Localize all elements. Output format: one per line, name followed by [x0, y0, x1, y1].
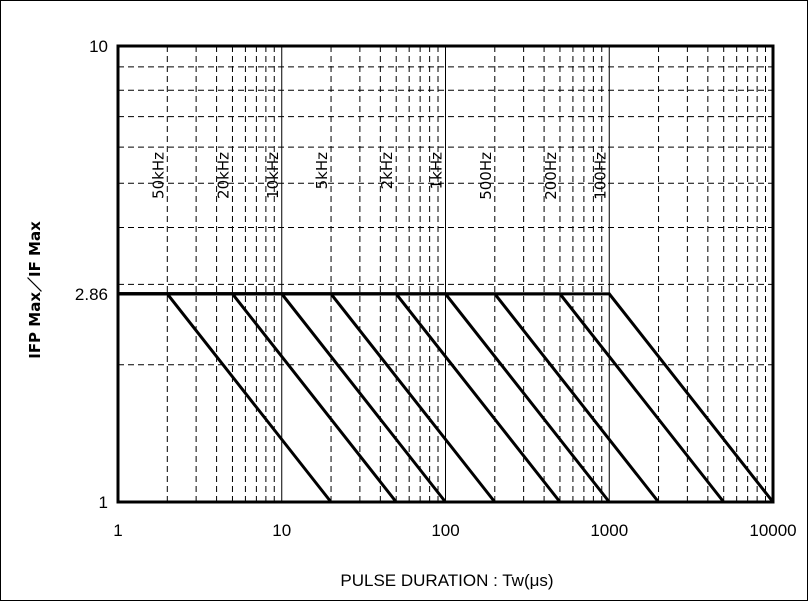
series-line-2kHz: [118, 292, 562, 503]
series-label-10kHz: 10kHz: [264, 152, 282, 199]
series-line-100Hz: [118, 292, 775, 503]
x-tick-label: 100: [431, 521, 459, 540]
series-label-500Hz: 500Hz: [477, 152, 495, 200]
series-label-20kHz: 20kHz: [215, 152, 233, 199]
tick-labels: 1 10 100 1000 10000 1 2.86 10: [75, 37, 797, 540]
series-label-100Hz: 100Hz: [591, 152, 609, 200]
plot-area-border: [116, 44, 775, 504]
series-line-500Hz: [118, 292, 660, 503]
x-tick-label: 1: [113, 521, 122, 540]
x-axis-label: PULSE DURATION : Tw(μs): [340, 571, 553, 590]
y-tick-label: 2.86: [75, 285, 108, 304]
y-tick-label: 10: [89, 37, 108, 56]
series-label-1kHz: 1kHz: [428, 152, 446, 190]
y-axis-label: IFP Max／IF Max: [26, 221, 44, 359]
grid-lines: [118, 46, 773, 502]
series-line-50kHz: [118, 292, 333, 503]
series-label-200Hz: 200Hz: [542, 152, 560, 200]
series-labels: 50kHz 20kHz 10kHz 5kHz 2kHz 1kHz 500Hz 200Hz 100…: [149, 152, 609, 200]
x-tick-label: 1000: [590, 521, 628, 540]
series-label-50kHz: 50kHz: [149, 152, 167, 199]
series-label-5kHz: 5kHz: [313, 152, 331, 190]
x-tick-label: 10: [272, 521, 291, 540]
series-lines: [118, 292, 775, 503]
x-tick-label: 10000: [749, 521, 796, 540]
series-label-2kHz: 2kHz: [378, 152, 396, 190]
y-tick-label: 1: [99, 493, 108, 512]
